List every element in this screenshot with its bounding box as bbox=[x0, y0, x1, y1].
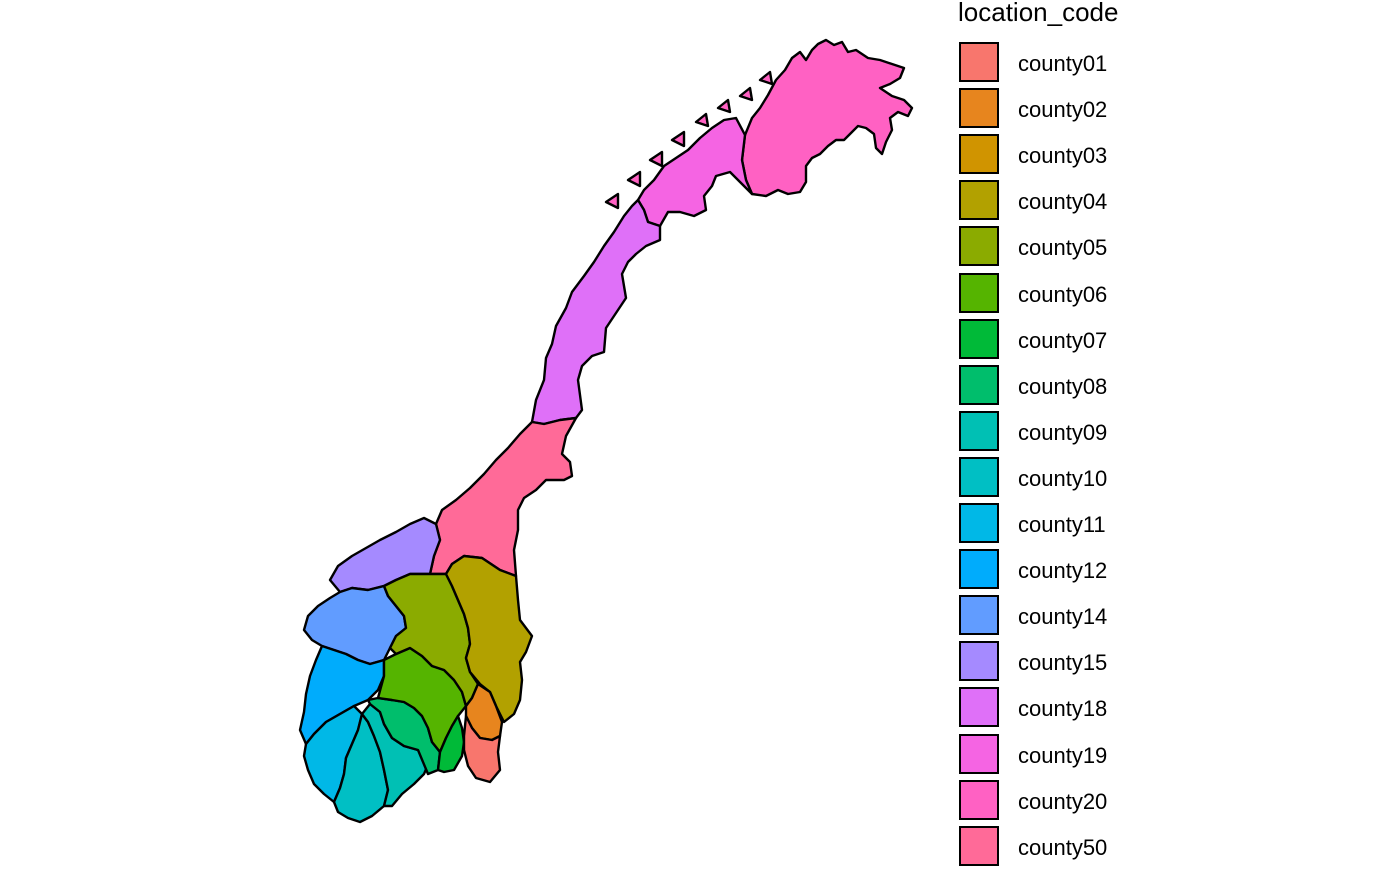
legend-item-county06[interactable]: county06 bbox=[958, 272, 1218, 316]
legend-item-county11[interactable]: county11 bbox=[958, 502, 1218, 546]
legend-swatch bbox=[959, 42, 999, 82]
legend-label: county01 bbox=[1018, 51, 1108, 76]
legend-swatch bbox=[959, 641, 999, 682]
legend-label: county50 bbox=[1018, 834, 1108, 860]
legend-swatch bbox=[959, 503, 999, 543]
legend-label: county19 bbox=[1018, 742, 1108, 768]
legend-item-county01[interactable]: county01 bbox=[958, 41, 1218, 85]
legend-label: county10 bbox=[1018, 465, 1108, 491]
legend-label: county07 bbox=[1018, 327, 1108, 353]
legend: location_code county01 county02 county03 co… bbox=[958, 0, 1218, 866]
region-county50[interactable] bbox=[428, 416, 578, 578]
legend-item-county05[interactable]: county05 bbox=[958, 225, 1218, 269]
legend-label: county14 bbox=[1018, 604, 1108, 630]
legend-label: county02 bbox=[1018, 97, 1108, 123]
legend-swatch bbox=[959, 226, 999, 267]
legend-item-county02[interactable]: county02 bbox=[958, 87, 1218, 131]
region-county01[interactable] bbox=[462, 714, 502, 784]
legend-swatch bbox=[959, 134, 999, 175]
legend-swatch bbox=[959, 88, 999, 129]
legend-label: county12 bbox=[1018, 558, 1108, 584]
legend-item-county12[interactable]: county12 bbox=[958, 548, 1218, 592]
legend-label: county09 bbox=[1018, 419, 1108, 445]
legend-swatch bbox=[959, 410, 999, 451]
legend-item-county20[interactable]: county20 bbox=[958, 779, 1218, 823]
legend-item-county07[interactable]: county07 bbox=[958, 318, 1218, 362]
norway-county-map bbox=[298, 38, 914, 824]
region-county04[interactable] bbox=[444, 554, 534, 724]
legend-item-county18[interactable]: county18 bbox=[958, 686, 1218, 730]
legend-label: county18 bbox=[1018, 696, 1108, 722]
legend-item-county04[interactable]: county04 bbox=[958, 179, 1218, 223]
legend-label: county20 bbox=[1018, 788, 1108, 814]
legend-swatch bbox=[959, 318, 999, 359]
legend-swatch bbox=[959, 779, 999, 820]
legend-item-county14[interactable]: county14 bbox=[958, 594, 1218, 638]
legend-swatch bbox=[959, 456, 999, 497]
region-county19[interactable] bbox=[636, 116, 754, 228]
region-county20[interactable] bbox=[740, 38, 914, 198]
legend-label: county11 bbox=[1018, 512, 1106, 537]
legend-swatch bbox=[959, 733, 999, 774]
legend-item-county15[interactable]: county15 bbox=[958, 640, 1218, 684]
legend-swatch bbox=[959, 687, 999, 728]
legend-swatch bbox=[959, 272, 999, 313]
legend-swatch bbox=[959, 180, 999, 221]
legend-item-county19[interactable]: county19 bbox=[958, 733, 1218, 777]
legend-item-county10[interactable]: county10 bbox=[958, 456, 1218, 500]
legend-label: county04 bbox=[1018, 189, 1108, 215]
legend-label: county03 bbox=[1018, 143, 1108, 169]
region-county18[interactable] bbox=[530, 198, 662, 426]
legend-swatch bbox=[959, 595, 999, 636]
coastal-islands bbox=[604, 70, 774, 210]
legend-item-county09[interactable]: county09 bbox=[958, 410, 1218, 454]
legend-item-county50[interactable]: county50 bbox=[958, 825, 1218, 869]
legend-label: county08 bbox=[1018, 373, 1108, 399]
legend-label: county05 bbox=[1018, 235, 1108, 261]
legend-swatch bbox=[959, 549, 999, 590]
legend-label: county15 bbox=[1018, 650, 1108, 676]
legend-item-county08[interactable]: county08 bbox=[958, 364, 1218, 408]
legend-title: location_code bbox=[958, 0, 1119, 27]
legend-swatch bbox=[959, 825, 999, 866]
legend-item-county03[interactable]: county03 bbox=[958, 133, 1218, 177]
legend-swatch bbox=[959, 364, 999, 405]
legend-label: county06 bbox=[1018, 281, 1108, 307]
